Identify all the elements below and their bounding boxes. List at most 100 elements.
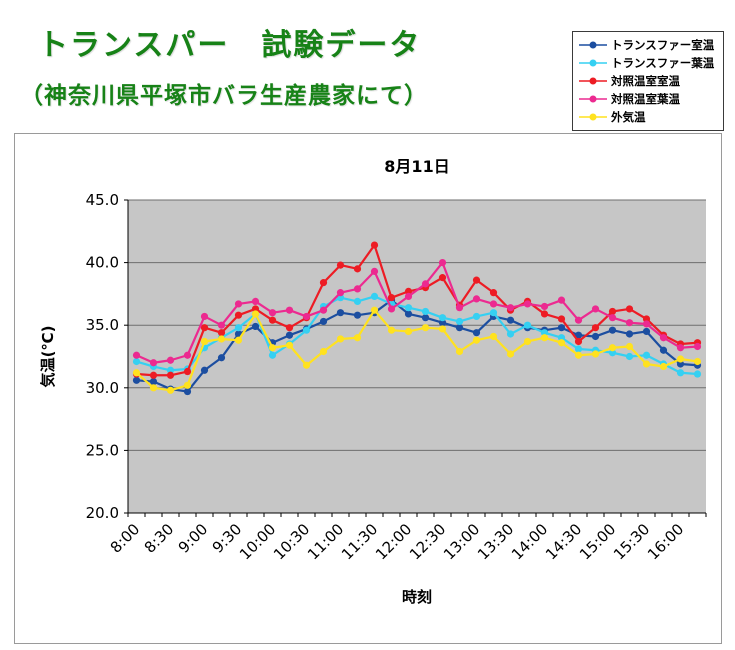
data-point [642,315,651,323]
data-point [217,321,226,329]
data-point [506,330,515,338]
data-point [489,289,498,297]
x-axis-label: 12:00 [372,520,415,563]
legend-marker-icon [579,41,607,49]
data-point [319,279,328,287]
data-point [693,342,702,351]
data-point [676,355,685,363]
data-point [557,315,566,323]
data-point [149,359,158,367]
data-point [472,312,481,321]
legend-item-0: トランスファー室温 [578,37,719,53]
x-axis-label: 14:00 [508,520,551,563]
data-point [387,305,396,313]
data-point [200,324,209,332]
data-point [421,324,430,332]
y-axis-title: 気温(℃) [39,326,57,388]
data-point [268,316,277,324]
data-point [591,350,600,358]
x-axis-title: 時刻 [402,588,432,606]
data-point [251,305,260,313]
data-point [693,357,702,366]
data-point [489,332,498,341]
page-title: トランスパー 試験データ [38,28,422,63]
data-point [455,317,464,326]
data-point [455,324,464,332]
data-point [557,324,566,332]
data-point [132,369,141,377]
data-point [353,297,362,306]
y-axis-label: 25.0 [86,441,119,459]
data-point [268,309,277,317]
x-axis-label: 16:00 [644,520,687,563]
y-axis-label: 30.0 [86,379,119,397]
series-markers-2 [132,241,702,379]
data-point [693,370,702,378]
data-point [676,344,685,352]
data-point [234,300,243,308]
data-point [608,326,617,334]
data-point [421,280,430,288]
data-point [149,377,158,386]
data-point [217,335,226,343]
x-axis-label: 13:30 [474,520,517,563]
data-point [132,351,141,359]
data-point [353,311,362,319]
y-axis-label: 45.0 [86,191,119,209]
data-point [489,309,498,317]
legend-marker-icon [579,77,607,85]
data-point [200,312,209,321]
data-point [370,267,379,275]
data-point [506,304,515,312]
data-point [438,259,447,267]
data-point [404,327,413,336]
data-point [166,386,175,394]
legend-item-4: 外気温 [578,109,719,125]
data-point [591,324,600,332]
data-point [404,310,413,318]
data-point [591,332,600,341]
legend-label: トランスファー葉温 [611,56,715,70]
data-point [268,344,277,352]
data-point [506,316,515,324]
legend-label: 対照温室室温 [611,74,680,88]
data-point [540,302,549,311]
chart-legend: トランスファー室温 トランスファー葉温 対照温室室温 対照温室葉温 外気温 [572,31,724,131]
data-point [166,371,175,379]
data-point [608,349,617,357]
data-point [438,325,447,333]
data-point [183,381,192,389]
x-axis-label: 10:30 [270,520,313,563]
data-point [608,314,617,322]
x-axis-label: 11:30 [338,520,381,563]
data-point [217,329,226,337]
data-point [421,314,430,322]
data-point [625,342,634,351]
data-point [676,369,685,377]
data-point [234,336,243,344]
data-point [336,261,345,269]
data-point [574,351,583,359]
data-point [353,285,362,293]
legend-label: トランスファー室温 [611,38,715,52]
x-axis-label: 12:30 [406,520,449,563]
data-point [608,344,617,352]
x-axis-label: 9:00 [175,520,212,557]
data-point [574,331,583,339]
y-axis-label: 20.0 [86,504,119,522]
series-line-0 [135,299,699,393]
data-point [557,334,566,342]
x-axis-label: 10:00 [236,520,279,563]
data-point [659,362,668,371]
chart-inner-title: 8月11日 [384,157,449,176]
data-point [472,295,481,303]
data-point [472,336,481,344]
data-point [625,352,634,361]
data-point [336,309,345,317]
data-point [336,335,345,343]
data-point [285,341,294,349]
data-point [557,296,566,304]
x-axis-label: 14:30 [542,520,585,563]
x-axis-label: 8:00 [107,520,144,557]
